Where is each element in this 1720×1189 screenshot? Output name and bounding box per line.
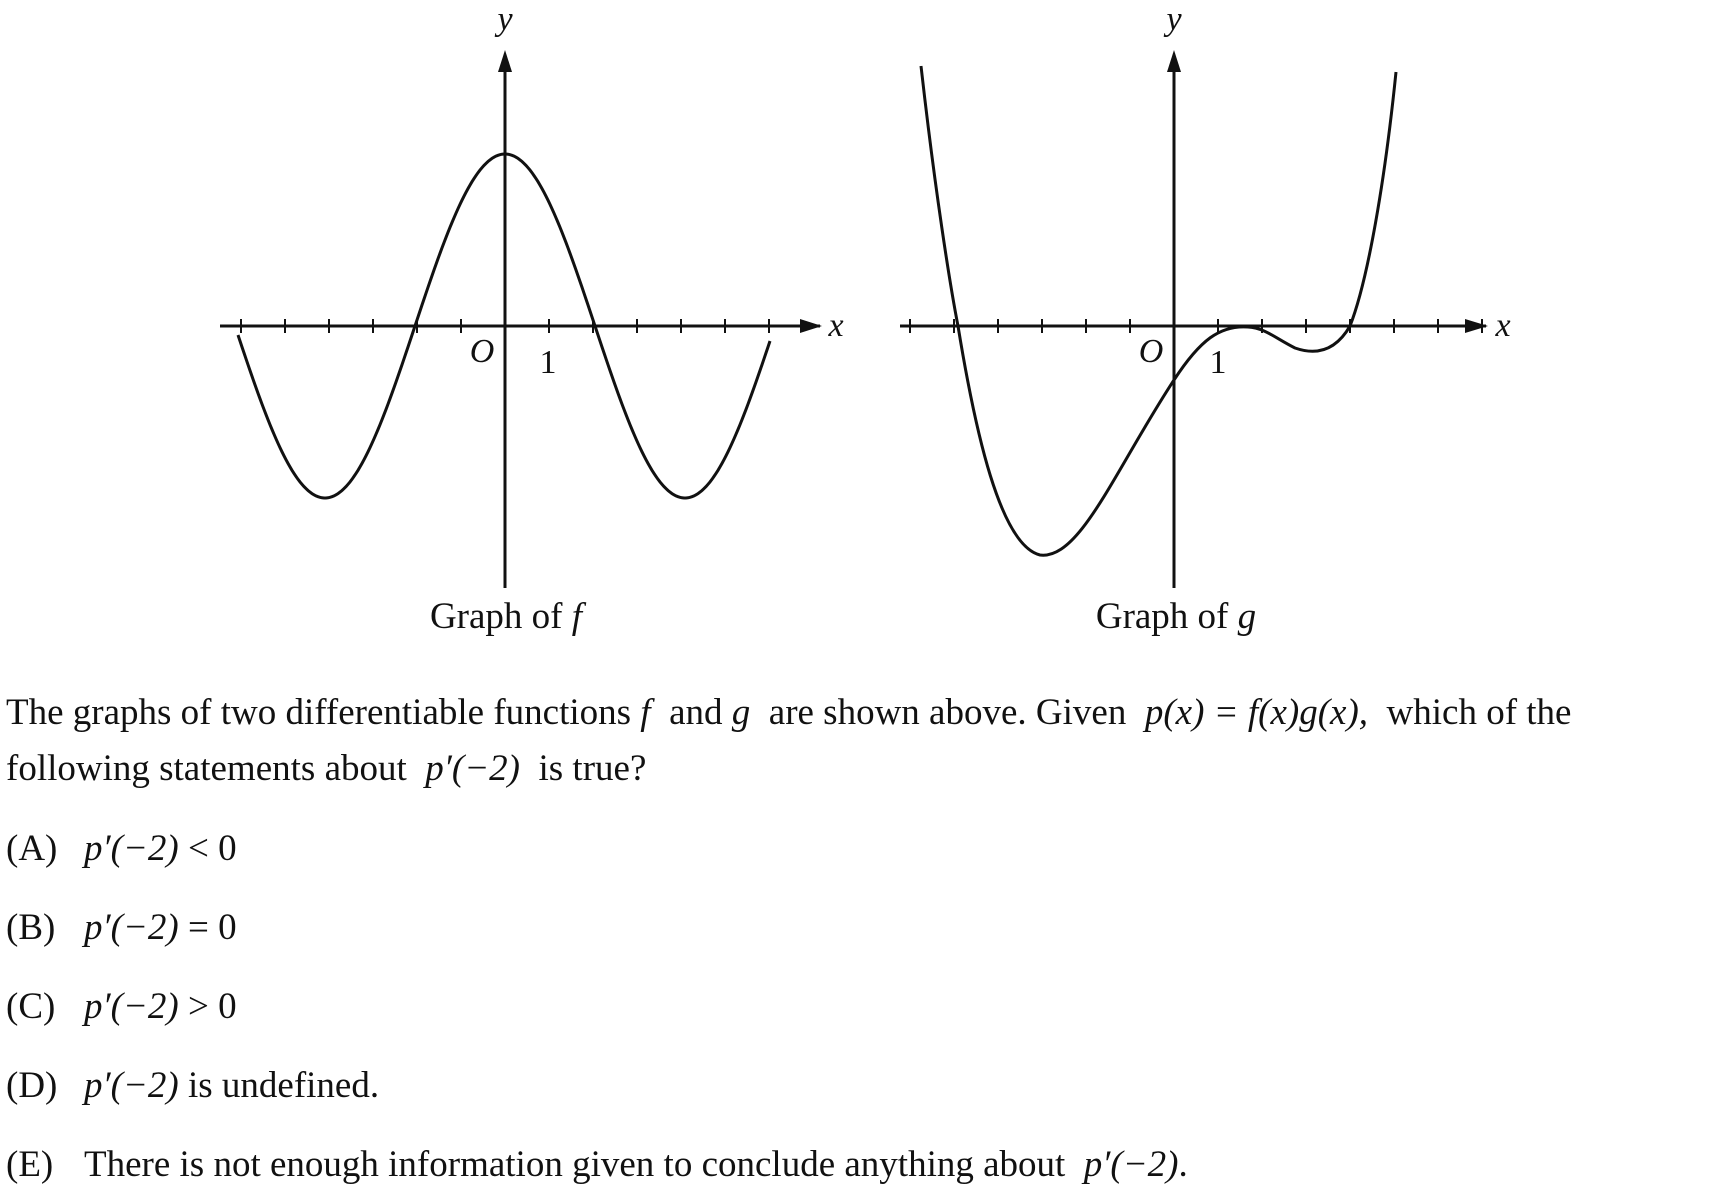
graph-f-y-label: y xyxy=(494,1,513,38)
question-segment: which of the xyxy=(1386,692,1572,733)
choice-b[interactable]: (B) p′(−2) = 0 xyxy=(6,904,237,952)
graph-g-x-label: x xyxy=(1494,307,1510,344)
question-line-2: following statements about p′(−2) is tru… xyxy=(6,741,1716,797)
choice-rest: = 0 xyxy=(178,907,237,948)
graph-f-x-arrow xyxy=(800,319,822,333)
graph-g-y-label: y xyxy=(1163,1,1182,38)
graph-f-y-arrow xyxy=(498,50,512,72)
graph-f-origin-label: O xyxy=(470,333,495,370)
figures: y x O 1 Graph of f y x O 1 Graph of g xyxy=(220,1,1511,637)
graph-f-caption: Graph of f xyxy=(430,596,587,637)
choice-rest: is undefined. xyxy=(178,1065,380,1106)
choice-d[interactable]: (D) p′(−2) is undefined. xyxy=(6,1062,379,1110)
question-line-1: The graphs of two differentiable functio… xyxy=(6,685,1716,741)
question-text: The graphs of two differentiable functio… xyxy=(6,685,1716,797)
derivative-expression: p′(−2) xyxy=(425,748,520,789)
graph-f-ticks xyxy=(240,319,770,333)
function-g: g xyxy=(731,692,751,733)
graph-g-caption: Graph of g xyxy=(1096,596,1256,637)
graph-g-y-arrow xyxy=(1167,50,1181,72)
graph-f-x-label: x xyxy=(827,307,843,344)
question-segment: is true? xyxy=(538,748,647,789)
choice-expression: p′(−2) xyxy=(84,907,179,948)
choice-a[interactable]: (A) p′(−2) < 0 xyxy=(6,825,237,873)
graph-f-curve xyxy=(236,152,772,500)
choice-letter: (D) xyxy=(6,1065,58,1106)
question-segment: following statements about xyxy=(6,748,407,789)
choice-letter: (A) xyxy=(6,828,58,869)
choice-letter: (C) xyxy=(6,986,56,1027)
choice-c[interactable]: (C) p′(−2) > 0 xyxy=(6,983,237,1031)
graph-g-curve xyxy=(919,65,1398,557)
graph-f-tick-label: 1 xyxy=(540,344,557,381)
choice-rest: < 0 xyxy=(178,828,237,869)
question-segment: The graphs of two differentiable functio… xyxy=(6,692,632,733)
choice-rest: . xyxy=(1178,1144,1188,1185)
graph-g-ticks xyxy=(909,319,1483,333)
question-segment: are shown above. Given xyxy=(768,692,1127,733)
graph-f: y x O 1 Graph of f xyxy=(220,1,844,637)
product-formula: p(x) = f(x)g(x), xyxy=(1144,692,1369,733)
choice-expression: p′(−2) xyxy=(1083,1144,1179,1185)
choice-pre: There is not enough information given to… xyxy=(84,1144,1066,1185)
choice-letter: (E) xyxy=(6,1144,54,1185)
graph-g: y x O 1 Graph of g xyxy=(900,1,1511,637)
choice-letter: (B) xyxy=(6,907,56,948)
choice-e[interactable]: (E) There is not enough information given… xyxy=(6,1141,1188,1189)
choice-expression: p′(−2) xyxy=(84,828,179,869)
graph-g-tick-label: 1 xyxy=(1210,344,1227,381)
function-f: f xyxy=(640,692,651,733)
graph-g-x-arrow xyxy=(1465,319,1488,333)
graph-g-origin-label: O xyxy=(1139,333,1164,370)
choice-rest: > 0 xyxy=(178,986,237,1027)
choice-expression: p′(−2) xyxy=(84,1065,179,1106)
choice-expression: p′(−2) xyxy=(84,986,179,1027)
question-segment: and xyxy=(669,692,723,733)
